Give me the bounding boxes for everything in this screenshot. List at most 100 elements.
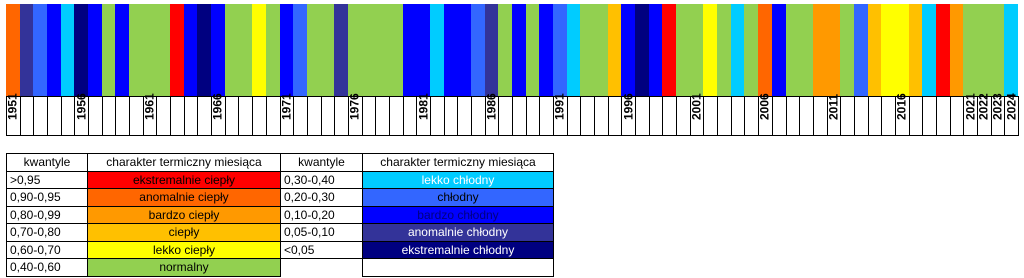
stripe	[33, 4, 48, 96]
stripe	[512, 4, 526, 96]
stripe	[47, 4, 61, 96]
year-box: 1971	[279, 93, 295, 136]
year-box	[429, 96, 445, 136]
thermal-class: ciepły	[87, 223, 281, 242]
year-box	[594, 96, 609, 136]
year-box	[512, 96, 527, 136]
year-label: 2011	[826, 93, 841, 120]
year-label: 2016	[894, 93, 909, 120]
legend-row: 0,80-0,99 bardzo ciepły 0,10-0,20 bardzo ch…	[6, 205, 554, 224]
stripe	[785, 4, 800, 96]
year-box	[648, 96, 664, 136]
stripe	[703, 4, 718, 96]
stripe	[621, 4, 636, 96]
year-box: 1991	[552, 93, 568, 136]
stripe	[826, 4, 841, 96]
header: kwantyle	[6, 153, 88, 172]
empty-cell	[280, 258, 363, 276]
year-box: 1956	[74, 93, 90, 136]
stripe	[183, 4, 198, 96]
year-box: 2024	[1004, 93, 1019, 136]
quantile-range: 0,70-0,80	[6, 223, 88, 242]
year-box	[115, 96, 131, 136]
stripe	[539, 4, 554, 96]
year-box	[840, 96, 855, 136]
stripe	[812, 4, 827, 96]
stripe	[306, 4, 321, 96]
year-box: 1961	[142, 93, 158, 136]
year-box	[388, 96, 404, 136]
year-label: 1956	[74, 93, 89, 120]
stripe	[484, 4, 499, 96]
quantile-range: 0,60-0,70	[6, 240, 88, 259]
thermal-class: anomalnie ciepły	[87, 188, 281, 207]
year-box: 1981	[416, 93, 431, 136]
year-label: 2006	[757, 93, 772, 120]
legend-row: 0,40-0,60 normalny	[6, 258, 554, 277]
stripe	[224, 4, 239, 96]
legend-row: 0,60-0,70 lekko ciepły <0,05 ekstremalnie c…	[6, 240, 554, 259]
year-box	[607, 96, 623, 136]
stripe	[758, 4, 773, 96]
year-label: 2001	[689, 93, 704, 120]
stripe	[990, 4, 1005, 96]
year-label: 1976	[347, 93, 362, 120]
year-label: 1971	[279, 93, 294, 120]
quantile-range: 0,40-0,60	[6, 258, 88, 277]
year-box	[293, 96, 308, 136]
stripe	[211, 4, 226, 96]
stripe	[265, 4, 280, 96]
stripe	[744, 4, 759, 96]
year-box: 1966	[211, 93, 226, 136]
year-box	[730, 96, 746, 136]
year-box: 1996	[621, 93, 637, 136]
year-label: 1991	[552, 93, 567, 120]
thermal-class: ekstremalnie chłodny	[362, 240, 554, 259]
stripe	[142, 4, 157, 96]
stripe	[498, 4, 513, 96]
year-box	[525, 96, 541, 136]
stripe	[347, 4, 362, 96]
year-box	[457, 96, 472, 136]
stripe	[129, 4, 144, 96]
year-box	[156, 96, 172, 136]
stripe	[580, 4, 595, 96]
quantile-range: 0,05-0,10	[280, 223, 363, 242]
year-box	[799, 96, 814, 136]
year-label: 1961	[142, 93, 157, 120]
year-box	[785, 96, 801, 136]
stripe	[730, 4, 745, 96]
year-box	[498, 96, 513, 136]
year-label: 1981	[416, 93, 431, 120]
stripe	[525, 4, 540, 96]
year-box	[566, 96, 582, 136]
stripe	[881, 4, 896, 96]
stripe	[361, 4, 376, 96]
stripe	[19, 4, 34, 96]
year-box: 2006	[757, 93, 773, 136]
stripe	[553, 4, 567, 96]
stripe	[170, 4, 185, 96]
stripe	[566, 4, 581, 96]
year-box: 2022	[976, 93, 992, 136]
year-box	[88, 96, 103, 136]
year-label: 2022	[976, 93, 991, 120]
year-box	[443, 96, 459, 136]
year-label: 1986	[484, 93, 499, 120]
stripe	[922, 4, 937, 96]
year-label: 1951	[5, 93, 20, 120]
thermal-class: lekko ciepły	[87, 240, 281, 259]
year-box	[853, 96, 869, 136]
year-box	[238, 96, 254, 136]
stripe	[74, 4, 89, 96]
stripe	[963, 4, 978, 96]
year-box	[306, 96, 322, 136]
stripe	[416, 4, 431, 96]
year-box: 1986	[484, 93, 500, 136]
thermal-class: ekstremalnie ciepły	[87, 170, 281, 189]
stripe	[594, 4, 609, 96]
year-box	[935, 96, 951, 136]
stripe	[1004, 4, 1019, 96]
year-label: 2021	[963, 93, 978, 120]
